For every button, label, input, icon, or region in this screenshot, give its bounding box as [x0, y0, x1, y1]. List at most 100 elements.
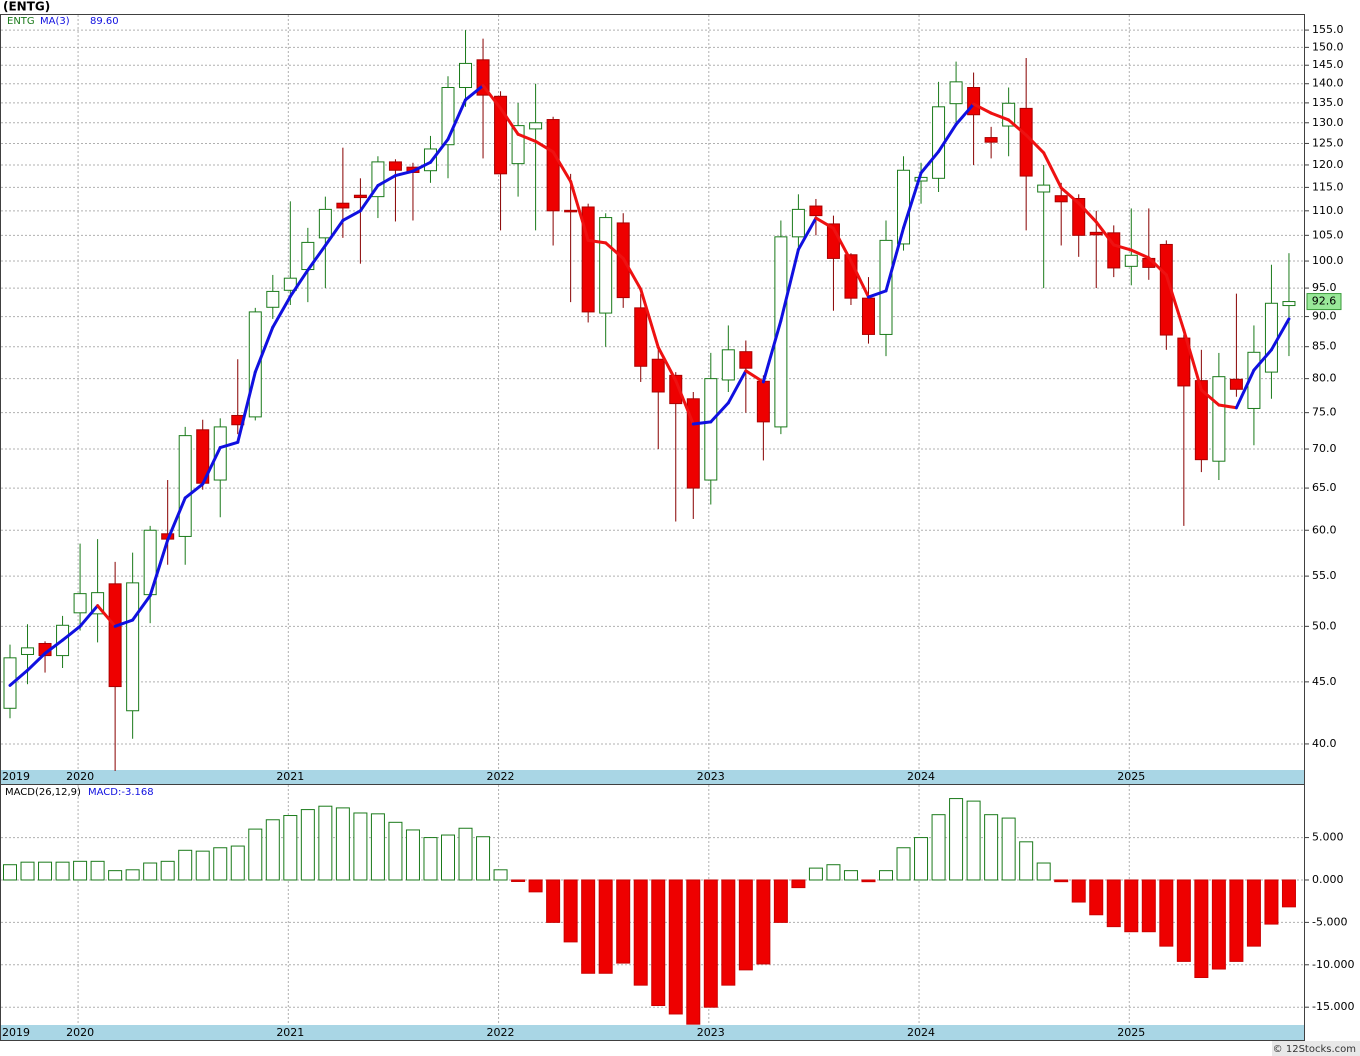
- x-tick-label: 2024: [907, 1026, 935, 1039]
- candle-body-down: [388, 161, 402, 171]
- ma-line-segment: [1269, 317, 1291, 352]
- macd-bar: [178, 849, 193, 881]
- macd-bar: [563, 879, 578, 943]
- ma-line-segment: [1094, 220, 1116, 247]
- ma-line-segment: [411, 160, 432, 173]
- candle-body-up: [318, 208, 332, 239]
- macd-bar: [1194, 879, 1209, 979]
- macd-bar: [195, 850, 210, 881]
- ma-line-segment: [744, 369, 765, 384]
- ma-line-segment: [937, 122, 958, 154]
- y-tick-label: 155.0: [1312, 23, 1344, 36]
- candle-body-up: [459, 62, 473, 89]
- ma-line-segment: [271, 294, 292, 329]
- macd-bar: [686, 879, 701, 1025]
- x-tick-label: 2023: [697, 1026, 725, 1039]
- ma-line-segment: [218, 440, 240, 450]
- ma-line-segment: [919, 150, 941, 175]
- ma-line-segment: [131, 594, 152, 622]
- x-tick-label: 2019: [2, 1026, 30, 1039]
- y-tick-label: 105.0: [1312, 228, 1344, 241]
- candle-body-up: [774, 236, 788, 428]
- x-tick-label: 2023: [697, 770, 725, 783]
- date-band: [1, 1025, 1304, 1040]
- candle-body-down: [1089, 231, 1103, 236]
- y-tick-label: -15.000: [1312, 1000, 1354, 1013]
- ma-line-segment: [831, 226, 853, 263]
- ma-line-segment: [376, 174, 397, 188]
- y-tick-label: 60.0: [1312, 523, 1337, 536]
- macd-bar: [423, 837, 438, 881]
- y-tick-label: 55.0: [1312, 569, 1337, 582]
- candle-body-down: [336, 202, 350, 209]
- candle-body-down: [1177, 337, 1191, 387]
- ma-line-segment: [1164, 273, 1186, 332]
- macd-panel-frame: [0, 784, 1305, 1041]
- last-price-box: [1306, 293, 1342, 311]
- ma-line-segment: [639, 287, 660, 349]
- macd-bar: [493, 869, 508, 881]
- macd-bar: [335, 807, 350, 881]
- ma-line-segment: [166, 496, 187, 542]
- macd-bar: [949, 798, 964, 881]
- ma-line-segment: [446, 98, 468, 141]
- candle-body-up: [1124, 254, 1138, 267]
- candle-body-up: [283, 277, 297, 291]
- macd-bar: [808, 867, 823, 881]
- candle-body-down: [809, 205, 823, 217]
- macd-bar: [441, 834, 455, 881]
- ma-line-segment: [902, 171, 923, 230]
- chart-title: (ENTG): [3, 0, 50, 14]
- ma-line-segment: [78, 604, 100, 628]
- ma-line-segment: [621, 256, 643, 291]
- macd-bar: [1211, 879, 1226, 970]
- x-tick-label: 2025: [1117, 1026, 1145, 1039]
- ma-line-segment: [674, 379, 695, 426]
- y-tick-label: -10.000: [1312, 958, 1354, 971]
- ma-line-segment: [1199, 388, 1221, 407]
- ma-line-segment: [61, 624, 82, 642]
- candle-body-down: [686, 398, 700, 489]
- ma-line-segment: [1007, 118, 1028, 137]
- ma-line-segment: [569, 179, 590, 242]
- candle-body-down: [1229, 378, 1243, 390]
- macd-bar: [546, 879, 561, 923]
- macd-bar: [826, 864, 841, 881]
- ma-legend: MA(3): [40, 16, 70, 27]
- macd-bar: [721, 879, 736, 986]
- macd-bar: [1001, 817, 1016, 881]
- candle-body-down: [1194, 380, 1208, 461]
- macd-bar: [703, 879, 718, 1008]
- candle-body-down: [669, 374, 683, 405]
- macd-bar: [1071, 879, 1086, 903]
- macd-bar: [651, 879, 666, 1006]
- macd-bar: [20, 861, 35, 881]
- ma-line-segment: [428, 137, 450, 164]
- macd-bar: [511, 879, 526, 882]
- y-tick-label: 5.000: [1312, 831, 1344, 844]
- macd-bar: [1159, 879, 1174, 947]
- y-tick-label: 45.0: [1312, 675, 1337, 688]
- macd-bar: [353, 812, 368, 881]
- ma-line-segment: [884, 226, 906, 293]
- candle-body-up: [914, 176, 928, 182]
- ma-line-segment: [814, 216, 835, 230]
- candle-body-up: [599, 217, 613, 314]
- macd-bar: [931, 814, 946, 881]
- macd-bar: [160, 860, 175, 881]
- x-tick-label: 2021: [276, 1026, 304, 1039]
- x-tick-label: 2020: [66, 770, 94, 783]
- ma-line-segment: [586, 238, 608, 245]
- ma-line-segment: [1024, 133, 1046, 155]
- candle-body-up: [213, 426, 227, 481]
- candle-body-down: [984, 137, 998, 143]
- macd-bar: [3, 864, 17, 881]
- macd-bar: [405, 829, 420, 881]
- candle-body-down: [1019, 107, 1033, 177]
- macd-bar: [125, 869, 140, 881]
- macd-bar: [370, 813, 385, 881]
- macd-bar: [843, 870, 858, 881]
- macd-bar: [38, 861, 53, 881]
- ma-line-segment: [516, 132, 538, 143]
